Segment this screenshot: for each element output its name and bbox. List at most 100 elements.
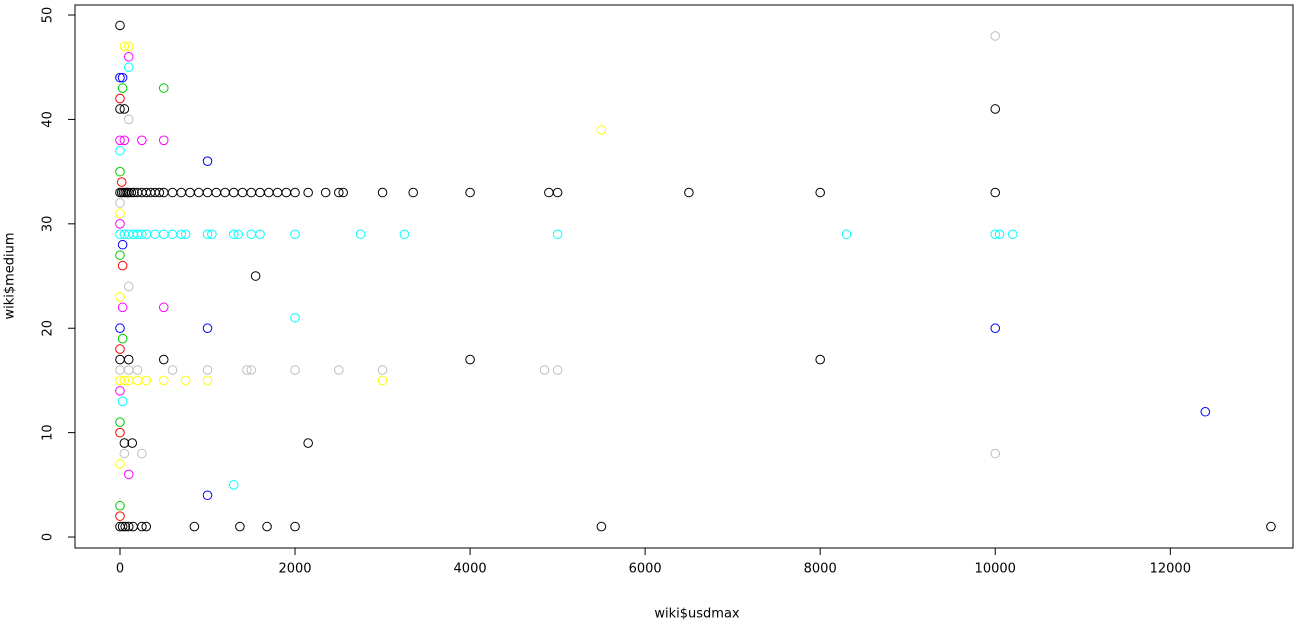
point xyxy=(117,333,128,344)
x-tick-label: 8000 xyxy=(804,562,837,577)
point xyxy=(211,187,222,198)
point xyxy=(202,375,213,386)
point xyxy=(115,166,125,177)
point xyxy=(137,135,147,146)
point xyxy=(150,229,160,240)
point xyxy=(272,187,283,198)
point xyxy=(115,72,125,83)
x-tick-label: 4000 xyxy=(454,562,487,577)
point xyxy=(235,521,245,532)
point xyxy=(596,521,607,532)
point xyxy=(127,438,138,448)
x-tick-label: 6000 xyxy=(629,562,662,577)
point xyxy=(167,365,178,375)
point xyxy=(990,104,1001,114)
point xyxy=(117,83,128,93)
point xyxy=(115,354,125,365)
y-tick-label: 20 xyxy=(41,320,56,337)
point xyxy=(115,417,125,427)
point xyxy=(202,187,213,198)
point xyxy=(120,521,131,532)
point xyxy=(841,229,852,240)
point xyxy=(115,292,125,302)
point xyxy=(119,135,130,146)
point xyxy=(255,229,265,240)
point xyxy=(202,365,213,375)
point xyxy=(137,448,147,459)
point xyxy=(228,229,239,240)
point xyxy=(115,93,125,104)
point xyxy=(117,72,128,83)
point xyxy=(290,312,300,323)
point xyxy=(123,469,134,480)
point xyxy=(117,302,128,313)
point xyxy=(290,521,300,532)
point xyxy=(116,177,127,187)
point xyxy=(334,365,344,375)
point xyxy=(189,521,200,532)
x-tick-label: 12000 xyxy=(1150,562,1191,577)
point xyxy=(123,281,134,292)
point xyxy=(228,480,239,490)
point xyxy=(176,229,187,240)
point xyxy=(193,187,204,198)
point xyxy=(158,83,169,93)
point xyxy=(126,187,137,198)
point xyxy=(990,448,1001,459)
point xyxy=(123,51,134,62)
y-tick-label: 10 xyxy=(41,424,56,441)
point xyxy=(1007,229,1018,240)
point xyxy=(132,375,143,386)
point xyxy=(141,521,152,532)
point xyxy=(290,365,300,375)
point xyxy=(119,41,130,52)
x-tick-label: 2000 xyxy=(278,562,311,577)
point xyxy=(117,260,128,271)
point xyxy=(399,229,410,240)
point xyxy=(552,187,563,198)
point xyxy=(684,187,694,198)
point xyxy=(115,104,125,114)
y-tick-label: 50 xyxy=(41,7,56,24)
point xyxy=(115,219,125,229)
point xyxy=(320,187,331,198)
point xyxy=(242,365,252,375)
point xyxy=(185,187,195,198)
point xyxy=(119,438,130,448)
point xyxy=(281,187,292,198)
point xyxy=(119,104,130,114)
point xyxy=(115,20,125,31)
point xyxy=(158,135,169,146)
point xyxy=(465,187,475,198)
point xyxy=(176,187,187,198)
x-tick-label: 0 xyxy=(116,562,124,577)
point xyxy=(246,187,257,198)
point xyxy=(246,229,257,240)
point xyxy=(115,323,125,334)
point xyxy=(167,229,178,240)
point xyxy=(158,375,169,386)
point xyxy=(539,365,550,375)
point xyxy=(596,125,607,135)
point xyxy=(290,187,300,198)
point xyxy=(158,302,169,313)
point xyxy=(119,375,130,386)
point xyxy=(377,375,388,386)
point xyxy=(263,187,274,198)
point xyxy=(552,365,563,375)
point xyxy=(303,438,313,448)
point xyxy=(115,386,125,396)
x-axis-label: wiki$usdmax xyxy=(654,607,740,622)
point xyxy=(115,250,125,260)
point xyxy=(207,229,217,240)
point xyxy=(233,229,243,240)
y-axis-label: wiki$medium xyxy=(3,232,18,319)
point xyxy=(202,156,213,166)
point xyxy=(815,354,825,365)
plot-frame xyxy=(74,4,1294,549)
point xyxy=(202,323,213,334)
point xyxy=(255,187,265,198)
point xyxy=(1266,521,1276,532)
point xyxy=(250,271,261,281)
